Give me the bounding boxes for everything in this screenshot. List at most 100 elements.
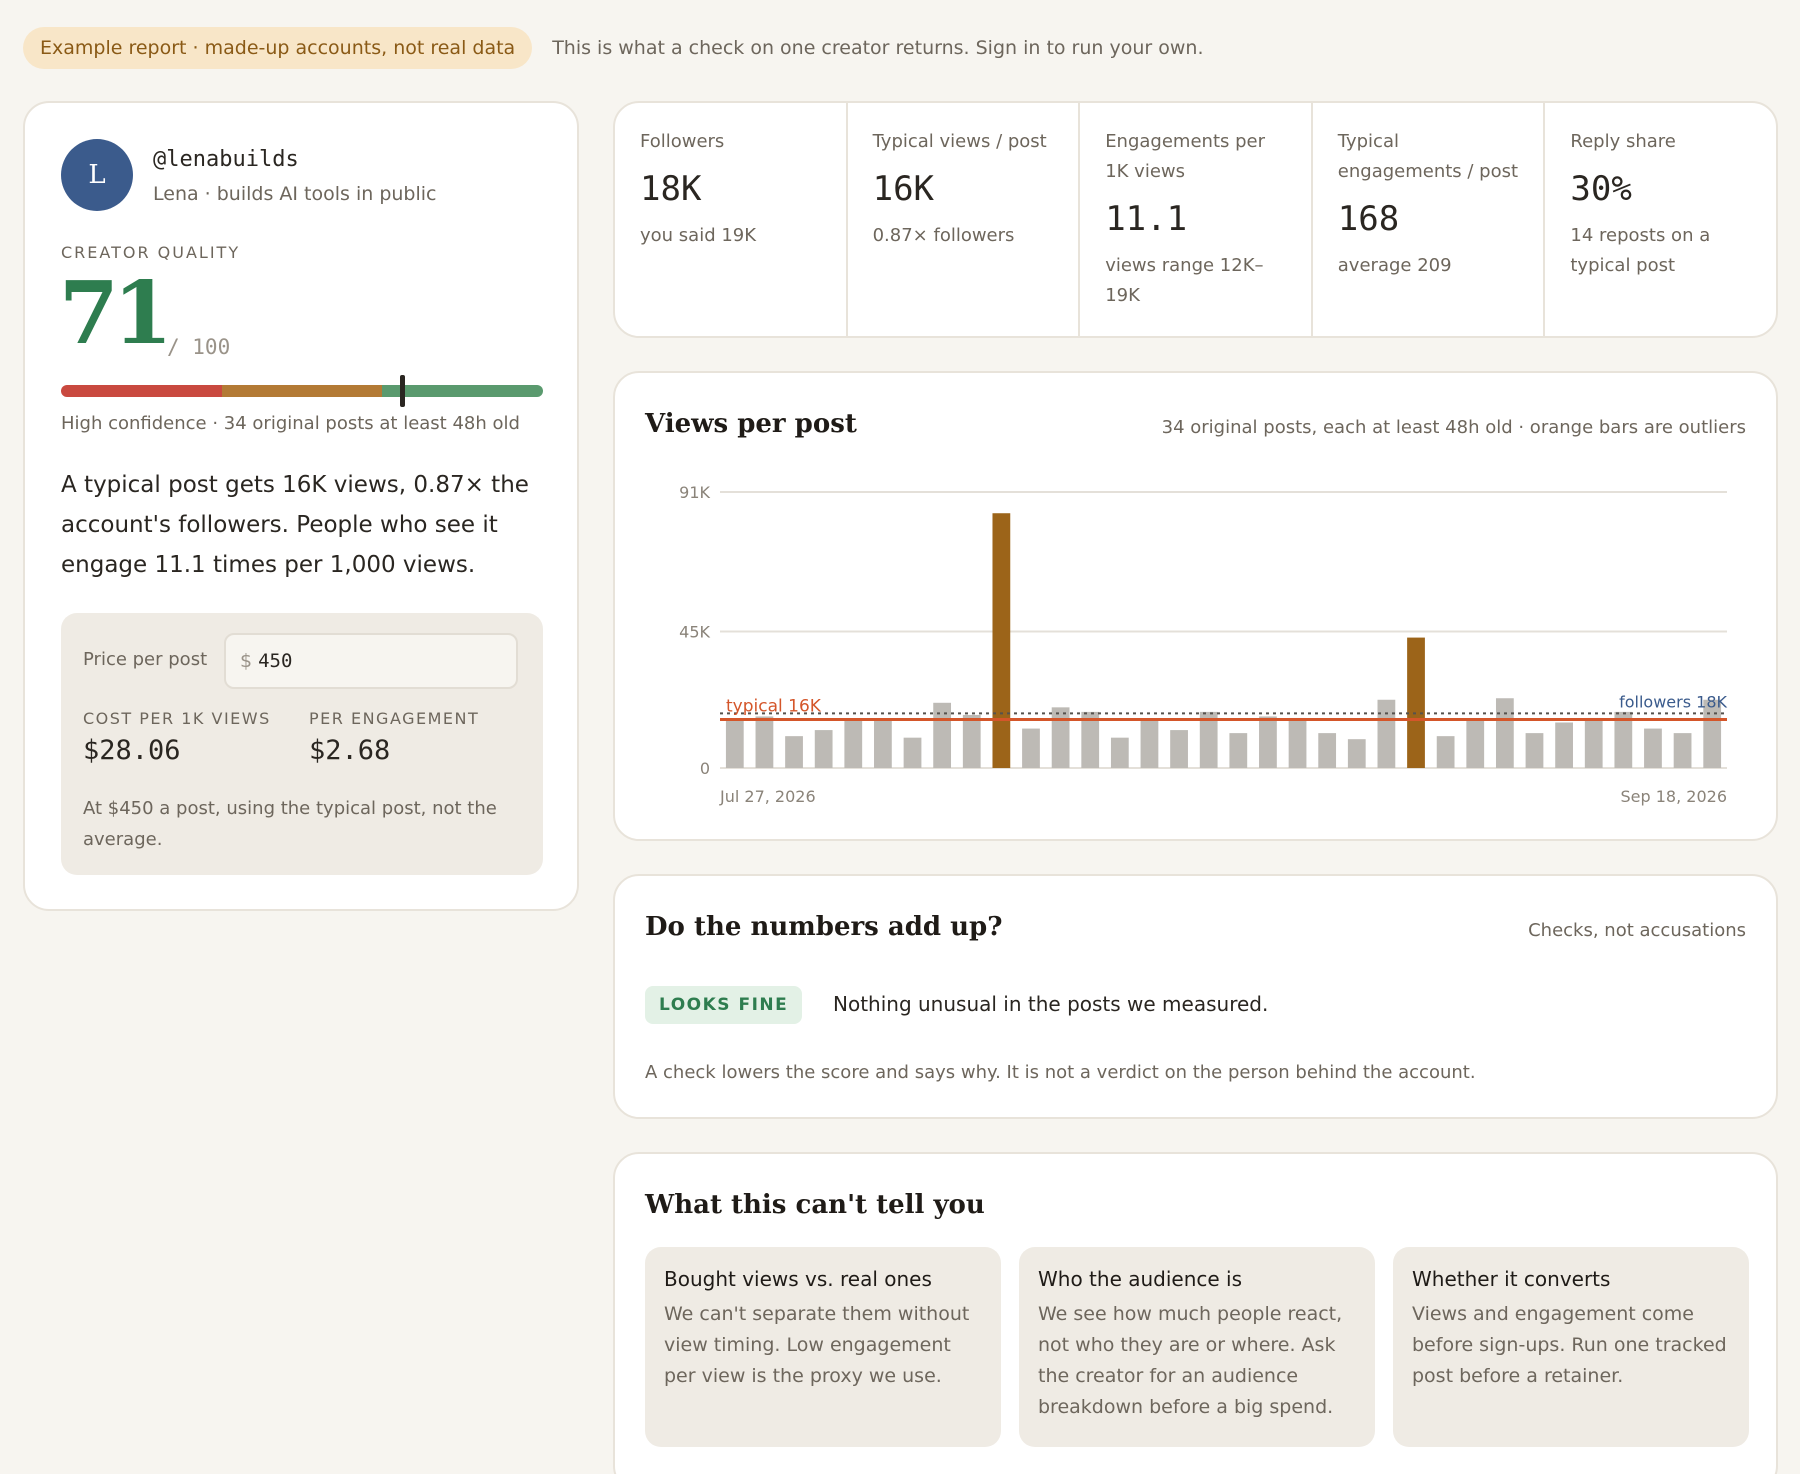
bar bbox=[725, 719, 744, 768]
bar bbox=[755, 716, 774, 768]
followers-label: followers 18K bbox=[1619, 692, 1727, 711]
bar bbox=[1495, 698, 1514, 768]
bar bbox=[1377, 699, 1396, 768]
stat-note: 14 reposts on a typical post bbox=[1570, 225, 1711, 276]
banner-note: This is what a check on one creator retu… bbox=[552, 37, 1204, 59]
stat-label: Typical engagements / post bbox=[1337, 131, 1519, 182]
price-field[interactable]: $ bbox=[224, 633, 518, 689]
bar bbox=[1673, 733, 1692, 768]
stat-label: Typical views / post bbox=[872, 131, 1047, 152]
stat-label: Followers bbox=[640, 131, 725, 152]
limitations-card: What this can't tell you Bought views vs… bbox=[613, 1152, 1778, 1474]
example-pill: Example report · made-up accounts, not r… bbox=[23, 27, 533, 69]
pricing-panel: Price per post $ COST PER 1K VIEWS $28.0… bbox=[61, 613, 543, 875]
limitation-item: Who the audience is We see how much peop… bbox=[1019, 1247, 1375, 1447]
quality-score: 71 bbox=[59, 263, 173, 364]
limitation-title: Bought views vs. real ones bbox=[664, 1267, 932, 1291]
limitation-item: Whether it converts Views and engagement… bbox=[1393, 1247, 1749, 1447]
avatar: L bbox=[61, 139, 133, 211]
limitation-title: Whether it converts bbox=[1412, 1267, 1611, 1291]
cost-per-1k-label: COST PER 1K VIEWS bbox=[83, 709, 271, 728]
stat-value: 16K bbox=[872, 169, 935, 209]
bar bbox=[1318, 733, 1337, 768]
chart-aside: 34 original posts, each at least 48h old… bbox=[1161, 417, 1746, 438]
stat-value: 11.1 bbox=[1105, 199, 1188, 239]
y-tick-label: 0 bbox=[700, 759, 710, 778]
stat-engagements-per-1k: Engagements per 1K views 11.1 views rang… bbox=[1078, 103, 1311, 336]
stat-note: 0.87× followers bbox=[872, 225, 1015, 246]
checks-footnote: A check lowers the score and says why. I… bbox=[645, 1062, 1476, 1083]
typical-label: typical 16K bbox=[726, 696, 822, 716]
limitation-item: Bought views vs. real ones We can't sepa… bbox=[645, 1247, 1001, 1447]
checks-aside: Checks, not accusations bbox=[1528, 920, 1746, 941]
bar bbox=[1288, 717, 1307, 768]
stat-label: Reply share bbox=[1570, 131, 1676, 152]
bar bbox=[1259, 716, 1277, 768]
status-badge: LOOKS FINE bbox=[645, 986, 803, 1024]
bar bbox=[1644, 728, 1662, 768]
per-engagement-value: $2.68 bbox=[309, 735, 391, 766]
profile-summary: A typical post gets 16K views, 0.87× the… bbox=[61, 472, 529, 578]
stat-value: 18K bbox=[640, 169, 702, 209]
quality-meter-marker bbox=[400, 375, 406, 407]
outlier-bar bbox=[992, 513, 1011, 768]
meter-segment-low bbox=[61, 385, 222, 397]
views-chart-card: Views per post 34 original posts, each a… bbox=[613, 371, 1778, 841]
bar bbox=[1170, 730, 1188, 768]
per-engagement-label: PER ENGAGEMENT bbox=[309, 709, 480, 728]
x-start-label: Jul 27, 2026 bbox=[719, 787, 816, 806]
status-text: Nothing unusual in the posts we measured… bbox=[833, 992, 1269, 1016]
y-tick-label: 91K bbox=[679, 483, 710, 502]
profile-handle: @lenabuilds bbox=[153, 147, 299, 172]
profile-bio: Lena · builds AI tools in public bbox=[153, 183, 437, 205]
checks-card: Do the numbers add up? Checks, not accus… bbox=[613, 874, 1778, 1119]
bar bbox=[1614, 711, 1633, 768]
price-label: Price per post bbox=[83, 649, 208, 670]
quality-score-max: / 100 bbox=[167, 335, 231, 359]
bar bbox=[1140, 719, 1159, 768]
price-note: At $450 a post, using the typical post, … bbox=[83, 798, 497, 850]
bar bbox=[844, 720, 863, 768]
meter-segment-high bbox=[382, 385, 543, 397]
bar bbox=[1347, 739, 1366, 768]
bar bbox=[1199, 711, 1218, 768]
bar bbox=[1466, 720, 1485, 768]
bar bbox=[1081, 711, 1100, 768]
bar bbox=[1436, 736, 1455, 768]
bar bbox=[1555, 722, 1573, 768]
stat-typical-views: Typical views / post 16K 0.87× followers bbox=[845, 103, 1079, 336]
bar bbox=[1051, 707, 1070, 768]
bar bbox=[874, 719, 892, 768]
bar bbox=[785, 736, 803, 768]
profile-card: L @lenabuilds Lena · builds AI tools in … bbox=[23, 101, 579, 911]
meter-segment-mid bbox=[221, 385, 383, 397]
cost-per-1k-value: $28.06 bbox=[83, 735, 181, 766]
example-banner: Example report · made-up accounts, not r… bbox=[23, 27, 1204, 69]
bar bbox=[1584, 717, 1603, 768]
limitation-body: Views and engagement come before sign-up… bbox=[1412, 1303, 1727, 1387]
quality-meter bbox=[61, 385, 543, 397]
price-input[interactable] bbox=[258, 650, 479, 672]
stat-typical-engagements: Typical engagements / post 168 average 2… bbox=[1310, 103, 1544, 336]
bar bbox=[1525, 733, 1544, 768]
bar bbox=[814, 730, 833, 768]
bar bbox=[1229, 733, 1248, 768]
confidence-note: High confidence · 34 original posts at l… bbox=[61, 413, 520, 434]
currency-symbol: $ bbox=[240, 650, 253, 672]
stat-note: average 209 bbox=[1337, 255, 1452, 276]
bar bbox=[933, 702, 952, 768]
limitation-body: We see how much people react, not who th… bbox=[1038, 1303, 1343, 1418]
stat-followers: Followers 18K you said 19K bbox=[615, 103, 846, 336]
stat-value: 168 bbox=[1337, 199, 1400, 239]
y-tick-label: 45K bbox=[679, 623, 710, 642]
bar bbox=[1022, 728, 1040, 768]
stat-reply-share: Reply share 30% 14 reposts on a typical … bbox=[1543, 103, 1776, 336]
limitation-body: We can't separate them without view timi… bbox=[664, 1303, 970, 1387]
bar bbox=[1703, 699, 1722, 768]
stat-label: Engagements per 1K views bbox=[1105, 131, 1265, 182]
bar bbox=[1110, 737, 1129, 768]
limitations-title: What this can't tell you bbox=[645, 1190, 985, 1220]
creator-quality-label: CREATOR QUALITY bbox=[61, 243, 241, 262]
views-bar-chart: 0 45K 91K followers 18K typical 16K Jul 27, 2… bbox=[679, 483, 1727, 806]
bar bbox=[962, 714, 981, 768]
